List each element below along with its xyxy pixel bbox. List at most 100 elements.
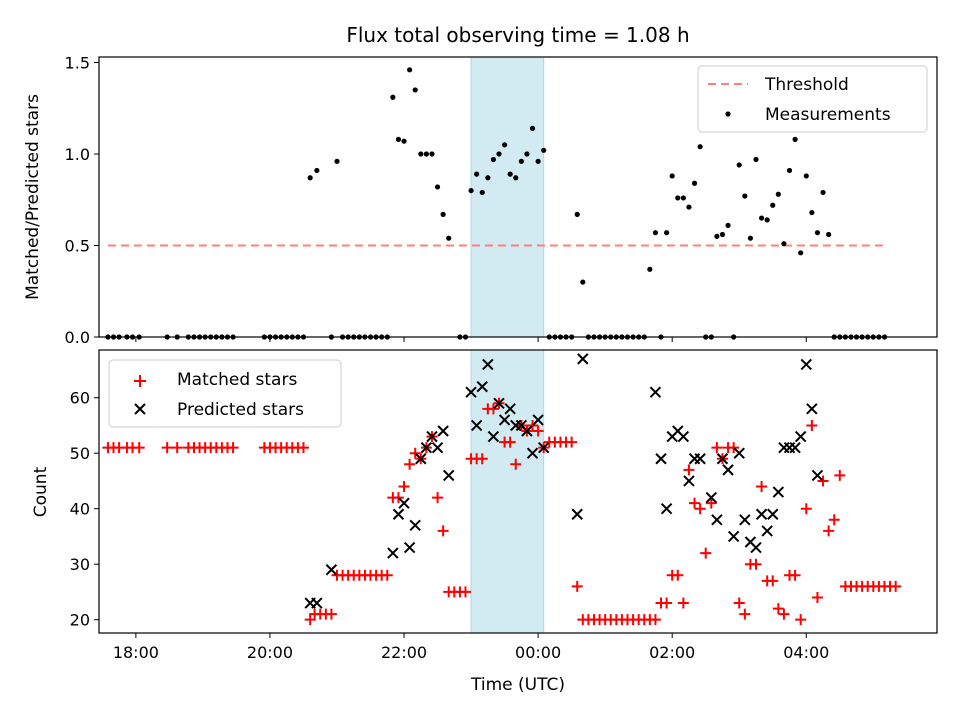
x-tick-label: 00:00 [515,643,561,662]
legend-measurements-label: Measurements [765,105,891,125]
predicted-star-point [806,403,818,415]
predicted-star-point [750,541,762,554]
matched-star-point [677,597,689,609]
legend-predicted-marker [134,403,146,415]
measurement-point [647,266,653,272]
measurement-point [798,250,804,256]
matched-star-point [476,453,488,465]
measurement-point [407,67,413,73]
measurement-point [803,173,809,179]
predicted-star-point [722,464,734,476]
matched-star-point [227,442,239,454]
predicted-star-point [476,380,488,393]
bottom-y-tick-label: 50 [70,444,90,463]
predicted-star-point [526,447,539,459]
matched-star-point [767,575,779,587]
predicted-star-point [311,597,323,609]
matched-star-point [795,614,807,626]
matched-star-point [806,419,818,431]
measurement-point [714,233,720,239]
bottom-y-tick-label: 20 [70,611,90,630]
measurement-point [518,158,524,164]
predicted-star-point [727,530,740,543]
x-tick-label: 20:00 [247,643,293,662]
predicted-star-point [649,386,662,398]
x-tick-label: 18:00 [113,643,159,662]
matched-star-point [392,492,404,504]
predicted-star-point [493,397,505,409]
predicted-star-point [431,441,444,454]
measurement-point [652,230,659,236]
legend-measurements-marker [725,111,731,117]
predicted-star-point [504,403,516,415]
bottom-y-tick-label: 30 [70,555,90,574]
matched-star-point [772,603,784,615]
measurement-point [764,217,770,223]
measurement-point [580,279,586,285]
predicted-star-point [694,453,706,465]
measurement-point [814,230,821,236]
matched-star-point [161,442,173,454]
matched-star-point [404,458,416,470]
measurement-point [401,138,407,144]
predicted-star-point [325,564,338,576]
matched-star-point [705,497,717,509]
predicted-star-point [811,469,824,482]
measurement-point [664,230,670,236]
measurement-point [770,202,776,208]
measurement-point [747,235,754,241]
predicted-star-point [711,514,723,526]
measurement-point [418,151,424,157]
measurement-point [753,156,759,163]
predicted-star-point [532,414,544,426]
measurement-point [742,193,748,199]
matched-star-point [672,569,684,581]
matched-star-point [750,558,762,570]
predicted-star-point [683,475,695,487]
measurement-point [490,156,497,163]
matched-star-point [834,469,846,481]
matched-star-point [756,481,768,493]
matched-star-point [133,442,145,454]
measurement-point [334,158,340,164]
matched-star-point [566,436,578,448]
matched-star-point [800,503,812,515]
matched-star-point [409,447,421,459]
predicted-star-point [677,430,690,443]
predicted-star-point [443,469,455,482]
matched-star-point [437,525,449,537]
top-shaded-interval [470,56,545,338]
measurement-point [395,136,402,142]
matched-star-point [510,458,522,470]
measurement-point [496,151,502,157]
top-panel: 0.0 0.5 1.0 1.5 Matched/Predicted stars Thr… [23,53,938,347]
matched-star-point [700,547,712,559]
measurement-point [675,195,681,201]
measurement-point [826,231,832,238]
matched-star-point [325,608,337,620]
measurement-point [697,144,703,150]
measurement-point [513,175,519,181]
predicted-star-point [398,497,410,509]
matched-star-point [304,614,316,626]
predicted-star-point [470,419,483,432]
measurement-point [524,151,530,157]
top-axes-frame [98,56,938,338]
legend-predicted-label: Predicted stars [177,400,304,420]
predicted-star-point [733,447,745,459]
measurement-point [429,151,435,157]
predicted-star-point [482,358,494,371]
bottom-shaded-interval [470,349,545,634]
measurement-point [809,209,815,216]
top-y-tick-label: 0.0 [65,328,90,347]
predicted-star-point [521,425,533,437]
measurement-point [529,125,536,131]
matched-star-point [527,419,539,431]
x-axis-label: Time (UTC) [470,675,565,695]
measurement-point [485,175,491,181]
matched-star-point [817,475,829,487]
top-y-tick-label: 0.5 [65,236,90,255]
predicted-star-point [800,358,812,371]
measurement-point [501,142,508,148]
